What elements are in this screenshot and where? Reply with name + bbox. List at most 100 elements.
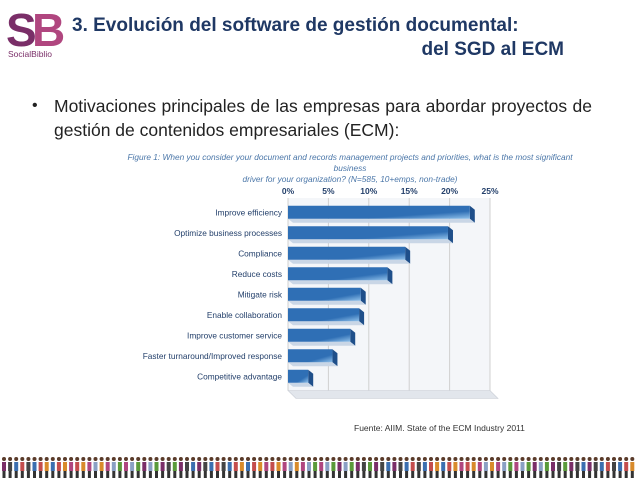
category-label: Improve customer service <box>187 330 282 340</box>
person-figure <box>349 457 354 478</box>
person-figure <box>398 457 403 478</box>
plot-floor <box>287 390 499 399</box>
bullet-point: • Motivaciones principales de las empres… <box>32 94 592 142</box>
person-figure <box>246 457 250 478</box>
person-figure <box>581 457 586 478</box>
person-figure <box>282 457 287 478</box>
person-figure <box>239 457 244 478</box>
person-figure <box>361 457 366 478</box>
person-figure <box>490 457 494 478</box>
logo-letter-s: S <box>6 4 37 56</box>
person-figure <box>160 457 165 478</box>
figure-caption-line2: driver for your organization? (N=585, 10… <box>242 174 458 184</box>
person-figure <box>410 457 415 478</box>
person-figure <box>551 457 555 478</box>
bar <box>288 369 309 383</box>
person-figure <box>465 457 470 478</box>
source-note: Fuente: AIIM. State of the ECM Industry … <box>354 423 525 433</box>
category-label: Compliance <box>238 248 282 258</box>
person-figure <box>264 457 269 478</box>
bar-shadow <box>288 280 393 285</box>
bar <box>288 226 448 240</box>
person-figure <box>313 457 318 478</box>
person-figure <box>502 457 507 478</box>
bar-end <box>360 287 366 305</box>
person-figure <box>618 457 623 478</box>
person-figure <box>374 457 379 478</box>
person-figure <box>203 457 208 478</box>
bar-end <box>332 349 338 367</box>
person-figure <box>191 457 196 478</box>
person-figure <box>520 457 525 478</box>
person-figure <box>185 457 189 478</box>
category-label: Competitive advantage <box>197 371 282 381</box>
person-figure <box>331 457 336 478</box>
person-figure <box>593 457 598 478</box>
bar-shadow <box>288 259 411 264</box>
person-figure <box>599 457 604 478</box>
category-label: Mitigate risk <box>238 289 283 299</box>
person-figure <box>532 457 537 478</box>
x-tick-label: 0% <box>282 186 295 196</box>
person-figure <box>307 457 311 478</box>
person-figure <box>136 457 141 478</box>
person-figure <box>93 457 98 478</box>
category-label: Faster turnaround/Improved response <box>143 351 283 361</box>
bar-shadow <box>288 300 366 305</box>
person-figure <box>630 457 635 478</box>
person-figure <box>368 457 372 478</box>
person-figure <box>508 457 513 478</box>
person-figure <box>32 457 37 478</box>
person-figure <box>429 457 433 478</box>
figure-caption-line1: Figure 1: When you consider your documen… <box>127 152 573 173</box>
socialbiblio-logo: S B SocialBiblio <box>6 4 65 59</box>
slide-title: 3. Evolución del software de gestión doc… <box>72 14 592 62</box>
person-figure <box>471 457 476 478</box>
person-figure <box>75 457 80 478</box>
x-tick-label: 25% <box>481 186 498 196</box>
bar-end <box>405 246 411 264</box>
bar-shadow <box>288 218 475 223</box>
person-figure <box>569 457 574 478</box>
person-figure <box>575 457 580 478</box>
bar <box>288 308 360 322</box>
bar <box>288 328 351 342</box>
bar-end <box>469 205 475 223</box>
slide-title-line2: del SGD al ECM <box>421 39 564 60</box>
person-figure <box>2 457 6 478</box>
bar-end <box>359 308 365 326</box>
bar-shadow <box>288 362 338 367</box>
x-tick-label: 10% <box>360 186 377 196</box>
x-tick-label: 5% <box>322 186 335 196</box>
person-figure <box>50 457 55 478</box>
person-figure <box>69 457 74 478</box>
person-figure <box>252 457 257 478</box>
person-figure <box>447 457 452 478</box>
person-figure <box>453 457 458 478</box>
person-figure <box>587 457 592 478</box>
person-figure <box>99 457 104 478</box>
person-figure <box>20 457 25 478</box>
category-label: Reduce costs <box>232 269 282 279</box>
bar <box>288 267 388 281</box>
person-figure <box>148 457 153 478</box>
bar-shadow <box>288 321 365 326</box>
person-figure <box>221 457 226 478</box>
person-figure <box>605 457 610 478</box>
people-decoration-strip <box>2 457 635 478</box>
person-figure <box>81 457 86 478</box>
person-figure <box>26 457 31 478</box>
bar <box>288 287 361 301</box>
person-figure <box>105 457 110 478</box>
person-figure <box>355 457 360 478</box>
logo-name: SocialBiblio <box>8 49 52 59</box>
person-figure <box>276 457 281 478</box>
person-figure <box>111 457 116 478</box>
person-figure <box>422 457 427 478</box>
bar-shadow <box>288 239 453 244</box>
bar-end <box>308 369 314 387</box>
bar-shadow <box>288 341 356 346</box>
bar <box>288 349 333 363</box>
bullet-text: Motivaciones principales de las empresas… <box>54 96 592 140</box>
person-figure <box>233 457 238 478</box>
